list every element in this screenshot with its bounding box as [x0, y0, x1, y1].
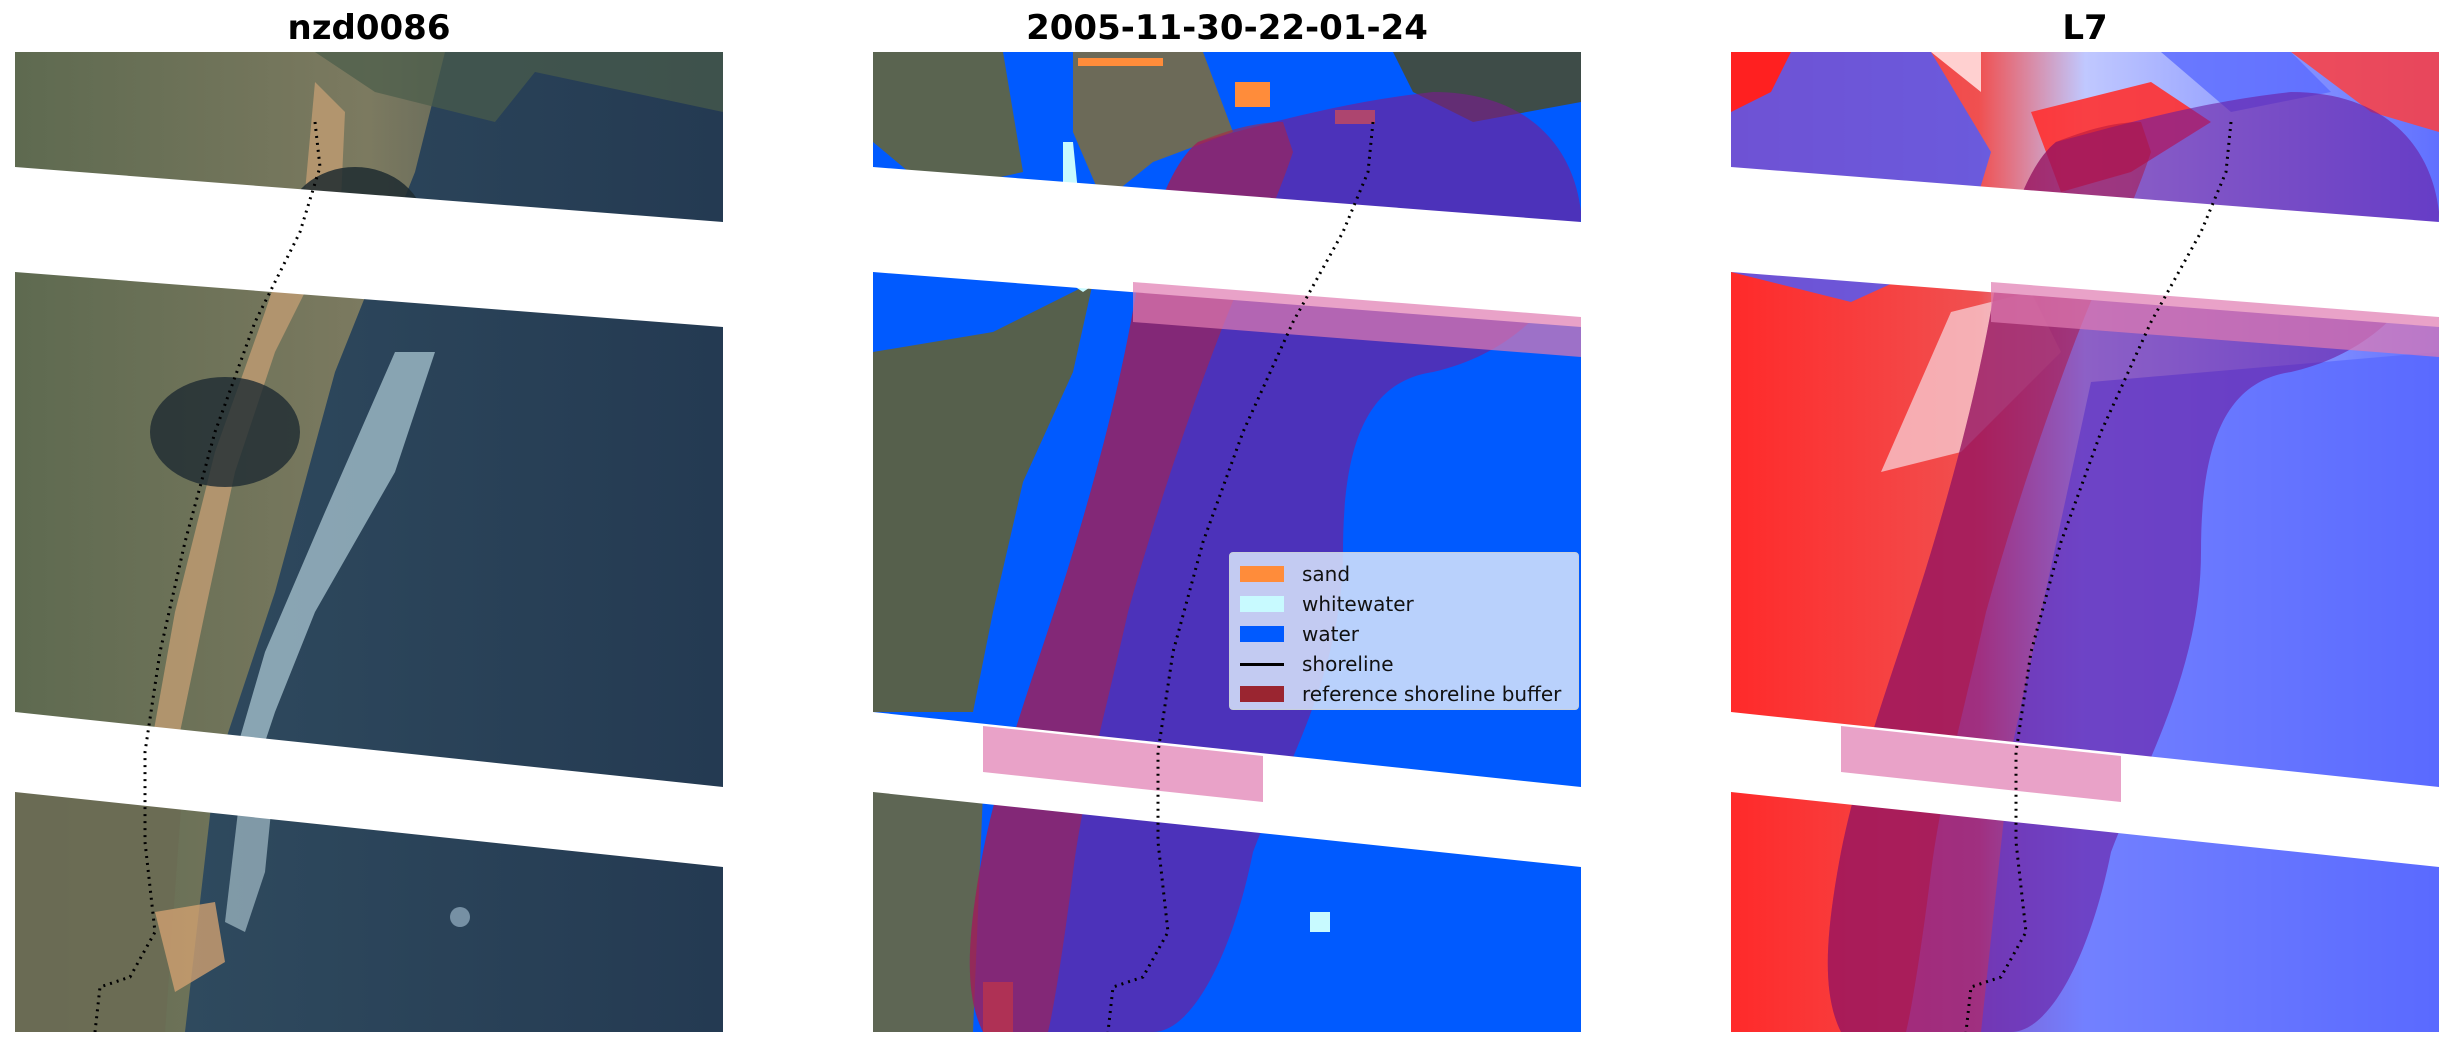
sand-swatch: [1240, 566, 1284, 582]
panel-title-rgb: nzd0086: [287, 8, 451, 48]
index-image-svg: [1731, 52, 2439, 1032]
classified-image: [873, 52, 1581, 1032]
shoreline-trace-index: [1964, 121, 2233, 1032]
panel-classified: 2005-11-30-22-01-24: [873, 0, 1581, 1045]
shoreline-trace: [93, 121, 322, 1032]
panel-rgb: nzd0086: [15, 0, 723, 1045]
panel-index: L7: [1731, 0, 2439, 1045]
legend-label: whitewater: [1302, 592, 1414, 616]
shoreline-trace-classified: [1106, 121, 1375, 1032]
legend-label: water: [1302, 622, 1359, 646]
legend-item-shoreline: shoreline: [1240, 649, 1568, 679]
rgb-satellite-image: [15, 52, 723, 1032]
legend-label: sand: [1302, 562, 1351, 586]
water-swatch: [1240, 626, 1284, 642]
buffer-swatch: [1240, 686, 1284, 702]
legend-item-water: water: [1240, 619, 1568, 649]
legend: sand whitewater water shoreline referenc…: [1229, 552, 1579, 710]
rgb-image-svg: [15, 52, 723, 1032]
classified-image-svg: [873, 52, 1581, 1032]
whitewater-swatch: [1240, 596, 1284, 612]
legend-item-sand: sand: [1240, 559, 1568, 589]
shoreline-line-swatch: [1240, 662, 1284, 666]
legend-label: reference shoreline buffer: [1302, 682, 1562, 706]
legend-label: shoreline: [1302, 652, 1394, 676]
legend-item-whitewater: whitewater: [1240, 589, 1568, 619]
panel-title-classified: 2005-11-30-22-01-24: [1026, 8, 1428, 48]
index-image: [1731, 52, 2439, 1032]
legend-item-buffer: reference shoreline buffer: [1240, 679, 1568, 709]
panel-title-index: L7: [2062, 8, 2108, 48]
